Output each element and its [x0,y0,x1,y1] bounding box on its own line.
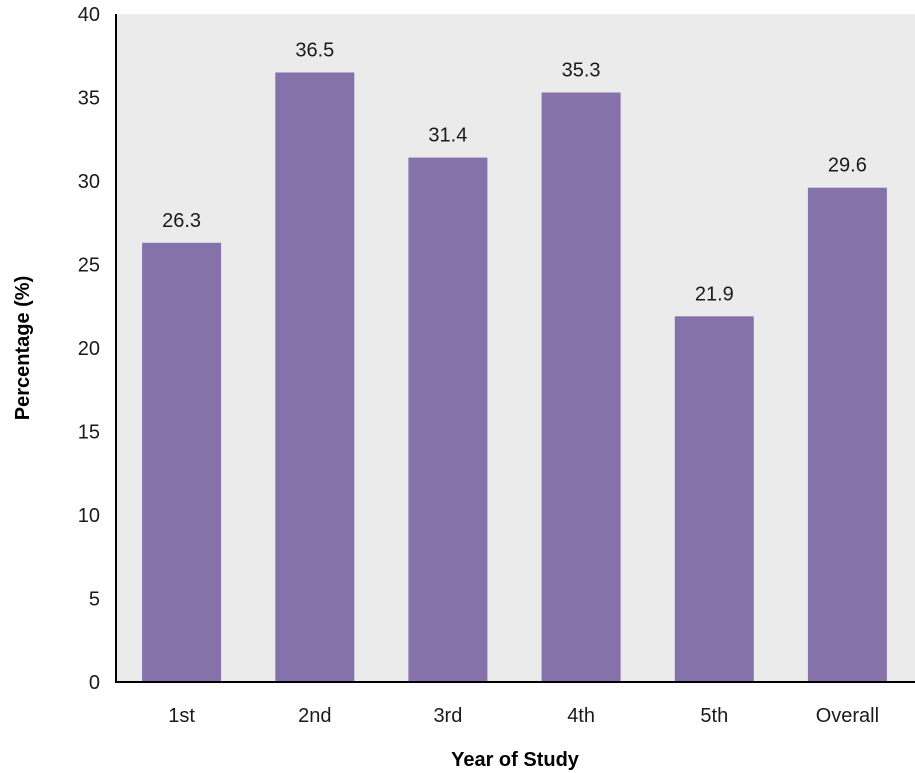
y-tick-label: 0 [89,672,100,694]
data-label: 36.5 [295,40,334,62]
y-tick-label: 30 [78,171,100,193]
x-tick-label: Overall [816,705,879,727]
y-axis-title: Percentage (%) [12,276,34,421]
bar-1st [142,242,222,683]
data-label: 26.3 [162,210,201,232]
y-tick-label: 40 [78,4,100,26]
bar-overall [807,187,887,682]
y-tick-label: 25 [78,255,100,277]
x-axis-title: Year of Study [451,749,580,771]
x-tick-label: 2nd [298,705,331,727]
bar-2nd [275,72,355,682]
data-label: 35.3 [562,60,601,82]
plot-area [116,14,915,682]
y-tick-label: 20 [78,338,100,360]
data-label: 21.9 [695,283,734,305]
data-label: 31.4 [428,125,467,147]
data-labels-group: 26.3 36.5 31.4 35.3 21.9 29.6 [162,40,867,306]
x-tick-labels: 1st 2nd 3rd 4th 5th Overall [168,705,879,727]
y-tick-label: 10 [78,505,100,527]
bar-4th [541,92,621,682]
y-tick-label: 35 [78,88,100,110]
x-tick-label: 3rd [433,705,462,727]
y-tick-labels: 0 5 10 15 20 25 30 35 40 [78,4,100,694]
y-tick-label: 5 [89,589,100,611]
y-tick-label: 15 [78,422,100,444]
bar-5th [674,316,754,682]
x-tick-label: 5th [700,705,728,727]
data-label: 29.6 [828,155,867,177]
x-tick-label: 1st [168,705,195,727]
bar-3rd [408,157,488,683]
x-tick-label: 4th [567,705,595,727]
bars-group [142,72,887,683]
